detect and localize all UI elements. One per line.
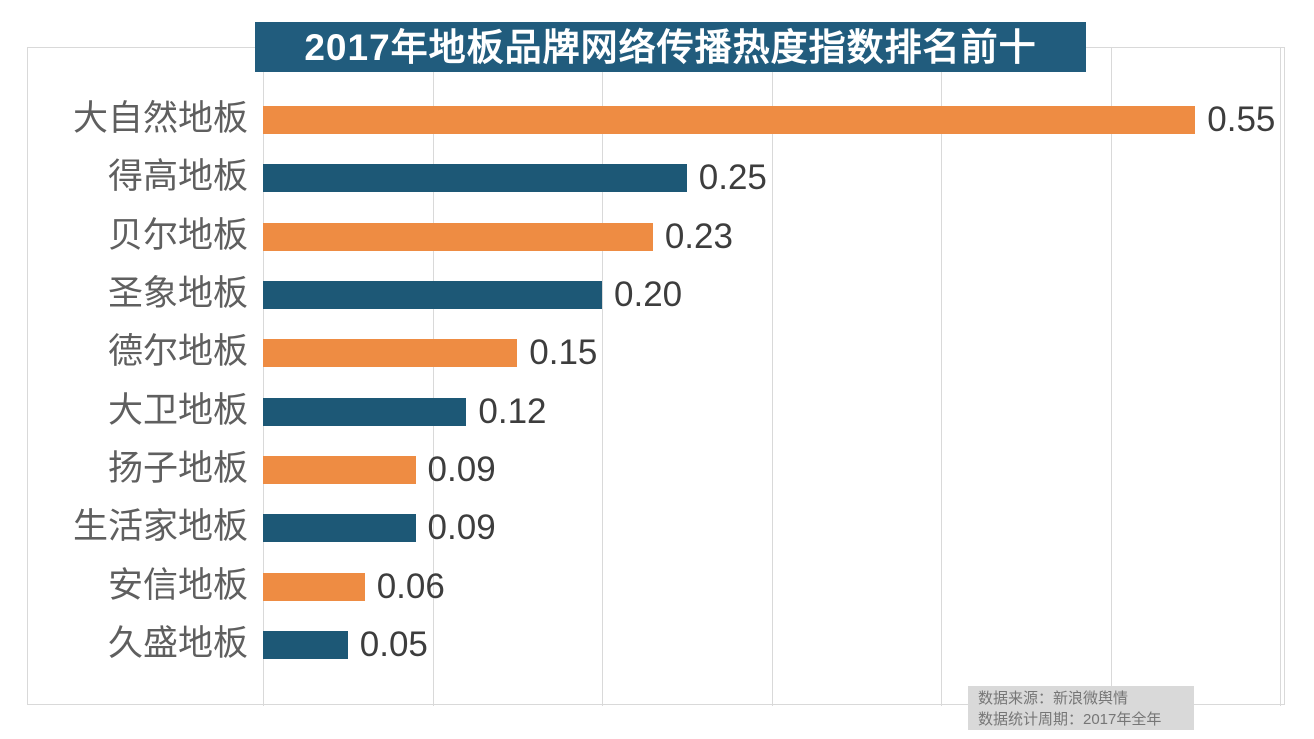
value-label: 0.05 bbox=[359, 624, 428, 664]
bar bbox=[263, 514, 416, 543]
chart-row: 久盛地板 0.05 bbox=[0, 625, 1314, 663]
value-label: 0.09 bbox=[427, 508, 496, 548]
category-label: 圣象地板 bbox=[107, 273, 248, 313]
bar bbox=[263, 455, 416, 484]
bar bbox=[263, 572, 365, 601]
source-note: 数据来源：新浪微舆情 数据统计周期：2017年全年 bbox=[968, 686, 1194, 730]
gridline bbox=[263, 48, 264, 706]
category-label: 德尔地板 bbox=[107, 332, 248, 372]
bar bbox=[263, 222, 653, 251]
category-label: 扬子地板 bbox=[107, 448, 248, 488]
chart-row: 圣象地板 0.20 bbox=[0, 275, 1314, 313]
category-label: 生活家地板 bbox=[72, 507, 248, 547]
category-label: 大自然地板 bbox=[72, 99, 248, 138]
chart-row: 安信地板 0.06 bbox=[0, 567, 1314, 605]
chart-row: 大自然地板 0.55 bbox=[0, 101, 1314, 139]
bar bbox=[263, 339, 518, 368]
gridline bbox=[602, 48, 603, 706]
category-label: 得高地板 bbox=[107, 157, 248, 197]
bar bbox=[263, 106, 1196, 134]
value-label: 0.09 bbox=[427, 449, 496, 489]
source-note-line1: 数据来源：新浪微舆情 bbox=[978, 690, 1129, 707]
bar bbox=[263, 280, 602, 309]
chart-row: 扬子地板 0.09 bbox=[0, 450, 1314, 488]
category-label: 安信地板 bbox=[107, 565, 248, 605]
category-label: 大卫地板 bbox=[107, 390, 248, 430]
source-note-line2: 数据统计周期：2017年全年 bbox=[978, 711, 1162, 728]
bar bbox=[263, 630, 348, 659]
chart-row: 贝尔地板 0.23 bbox=[0, 217, 1314, 255]
value-label: 0.55 bbox=[1207, 100, 1276, 139]
gridline bbox=[1110, 48, 1112, 706]
gridline bbox=[1280, 48, 1281, 706]
bar bbox=[263, 397, 467, 426]
chart-row: 德尔地板 0.15 bbox=[0, 334, 1314, 372]
chart-title: 2017年地板品牌网络传播热度指数排名前十 bbox=[255, 22, 1086, 72]
value-label: 0.15 bbox=[529, 333, 598, 373]
chart-row: 得高地板 0.25 bbox=[0, 159, 1314, 197]
chart-row: 生活家地板 0.09 bbox=[0, 509, 1314, 547]
gridline bbox=[432, 48, 434, 706]
category-label: 贝尔地板 bbox=[107, 215, 248, 255]
chart-row: 大卫地板 0.12 bbox=[0, 392, 1314, 430]
value-label: 0.23 bbox=[664, 216, 733, 256]
category-label: 久盛地板 bbox=[107, 623, 248, 663]
plot-frame bbox=[27, 47, 1285, 705]
gridline bbox=[941, 48, 942, 706]
bar bbox=[263, 164, 687, 193]
value-label: 0.20 bbox=[614, 274, 683, 314]
value-label: 0.12 bbox=[478, 391, 547, 431]
value-label: 0.25 bbox=[698, 158, 767, 198]
gridline bbox=[771, 48, 773, 706]
value-label: 0.06 bbox=[376, 566, 445, 606]
